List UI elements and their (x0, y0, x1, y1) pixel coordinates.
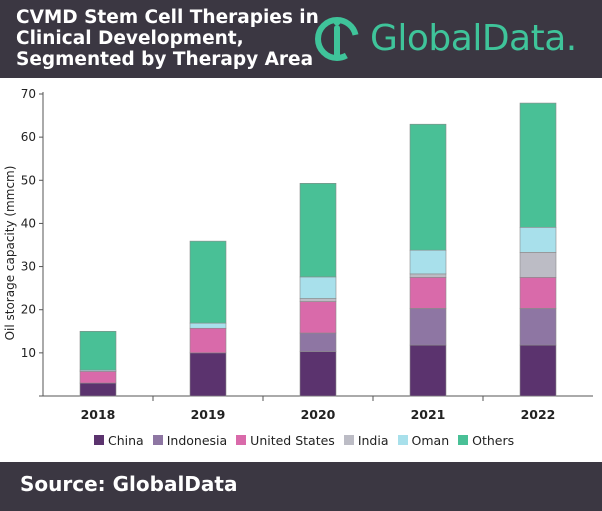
bar-segment-united-states (409, 277, 447, 309)
x-category-label: 2020 (301, 407, 336, 422)
source-label: Source: GlobalData (20, 472, 238, 496)
bar-segment-india (299, 298, 337, 302)
title-line-1: CVMD Stem Cell Therapies in (16, 7, 319, 28)
legend-swatch (152, 435, 163, 445)
legend-swatch (236, 435, 247, 445)
bar-segment-oman (409, 249, 447, 275)
bar-segment-others (409, 123, 447, 251)
logo-text: GlobalData. (370, 18, 577, 59)
chart-legend: China Indonesia United States India Oman Othe… (94, 430, 523, 450)
stacked-bar-chart: 10 20 30 40 50 60 70 Oil storage capacity (mmcm… (3, 87, 593, 422)
legend-swatch (94, 435, 104, 445)
bar-segment-china (519, 344, 557, 397)
bar-segment-others (519, 102, 557, 228)
footer-banner: Source: GlobalData (0, 462, 602, 511)
legend-item-china: China (94, 433, 144, 448)
bar-segment-others (189, 240, 227, 324)
legend-item-india: India (343, 432, 389, 448)
legend-item-oman: Oman (397, 432, 450, 448)
y-tick-label: 50 (21, 173, 36, 187)
bar-segment-indonesia (409, 308, 447, 346)
chart-labels: 10 20 30 40 50 60 70 Oil storage capacity (mmcm… (3, 87, 555, 422)
bar-segment-united-states (299, 301, 337, 334)
y-tick-label: 70 (21, 87, 36, 101)
chart-title: CVMD Stem Cell Therapies in Clinical Dev… (16, 7, 319, 70)
bar-segment-oman (299, 276, 337, 299)
x-category-label: 2022 (521, 407, 556, 422)
bar-segment-china (79, 382, 117, 397)
legend-swatch (343, 435, 354, 445)
bar-segment-united-states (519, 277, 557, 309)
y-tick-label: 60 (21, 130, 36, 144)
globaldata-logo: GlobalData. (312, 12, 592, 68)
bar-segment-india (519, 252, 557, 278)
bar-segment-oman (519, 227, 557, 253)
legend-swatch (458, 435, 469, 445)
x-category-label: 2021 (411, 407, 446, 422)
globaldata-logo-icon (315, 17, 359, 61)
bar-segment-others (79, 330, 117, 371)
bar-segment-china (299, 351, 337, 397)
y-tick-label: 10 (21, 346, 36, 360)
legend-label: Others (472, 432, 515, 448)
y-axis-label: Oil storage capacity (mmcm) (3, 166, 17, 341)
legend-swatch (397, 435, 408, 445)
legend-item-others: Others (458, 433, 514, 448)
title-line-2: Clinical Development, (16, 28, 244, 49)
title-line-3: Segmented by Therapy Area (16, 49, 314, 70)
bar-segment-indonesia (519, 308, 557, 346)
bar-segment-united-states (79, 371, 117, 384)
bar-segment-oman (189, 322, 227, 329)
chart-bars (79, 102, 557, 397)
legend-item-united-states: United States (236, 433, 335, 448)
bar-segment-china (189, 352, 227, 397)
y-tick-label: 30 (21, 260, 36, 274)
legend-label: China (108, 432, 144, 448)
legend-item-indonesia: Indonesia (152, 432, 228, 448)
x-category-label: 2018 (81, 407, 116, 422)
bar-segment-china (409, 344, 447, 397)
header-banner: CVMD Stem Cell Therapies in Clinical Dev… (0, 0, 602, 78)
x-category-label: 2019 (191, 407, 226, 422)
y-tick-label: 20 (21, 303, 36, 317)
bar-segment-united-states (189, 327, 227, 354)
bar-segment-india (409, 273, 447, 278)
bar-segment-others (299, 183, 337, 278)
legend-label: United States (250, 432, 335, 448)
legend-label: Indonesia (166, 432, 228, 448)
legend-label: Oman (411, 432, 450, 448)
legend-label: India (357, 432, 389, 448)
y-tick-label: 40 (21, 216, 36, 230)
bar-segment-indonesia (299, 332, 337, 352)
